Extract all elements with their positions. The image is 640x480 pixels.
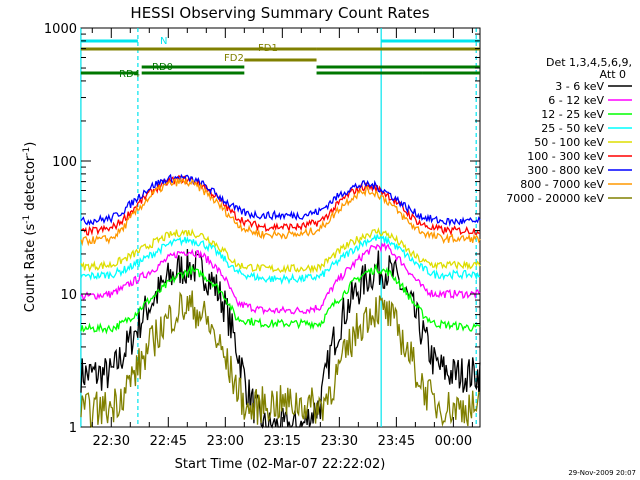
x-tick-label-2: 23:00 xyxy=(207,434,244,449)
x-tick-label-4: 23:30 xyxy=(321,434,358,449)
x-axis: 22:30 22:45 23:00 23:15 23:30 23:45 00:00 xyxy=(91,28,473,449)
series-group xyxy=(80,173,481,429)
generation-timestamp: 29-Nov-2009 20:07 xyxy=(568,469,636,477)
x-tick-label-0: 22:30 xyxy=(93,434,130,449)
y-tick-label-0: 1 xyxy=(69,421,77,436)
legend-label-3: 25 - 50 keV xyxy=(541,122,604,135)
legend-label-7: 800 - 7000 keV xyxy=(520,178,604,191)
legend-label-2: 12 - 25 keV xyxy=(541,108,604,121)
legend-label-0: 3 - 6 keV xyxy=(555,80,604,93)
y-label-mid: detector xyxy=(23,155,38,215)
series-line-6 xyxy=(80,173,481,227)
y-label-main: Count Rate (s xyxy=(23,224,38,313)
y-tick-label-1: 10 xyxy=(60,288,77,303)
y-axis: 1 10 100 1000 xyxy=(44,22,480,436)
y-tick-label-2: 100 xyxy=(52,155,77,170)
flag-fd2-label: FD2 xyxy=(224,53,244,64)
series-line-4 xyxy=(80,226,481,274)
legend-header-line2: Att 0 xyxy=(600,68,626,81)
y-label-sup1: -1 xyxy=(22,215,32,224)
y-label-sup2: -1 xyxy=(22,147,32,156)
legend-label-4: 50 - 100 keV xyxy=(534,136,604,149)
flag-fd1-label: FD1 xyxy=(258,43,278,54)
legend-header-line1: Det 1,3,4,5,6,9, xyxy=(546,56,632,69)
series-line-8 xyxy=(80,290,481,428)
series-line-5 xyxy=(80,174,481,237)
x-tick-label-5: 23:45 xyxy=(378,434,415,449)
series-line-0 xyxy=(80,248,481,429)
flag-rd4-label: RD4 xyxy=(119,69,140,80)
flag-rd0-label: RD0 xyxy=(152,62,173,73)
x-axis-label: Start Time (02-Mar-07 22:22:02) xyxy=(175,457,386,472)
y-tick-label-3: 1000 xyxy=(44,22,77,37)
legend-label-1: 6 - 12 keV xyxy=(548,94,604,107)
series-line-7 xyxy=(80,176,481,247)
flag-bars: N FD1 FD2 RD0 RD4 xyxy=(80,36,480,80)
y-label-end: ) xyxy=(23,142,38,147)
x-tick-label-3: 23:15 xyxy=(264,434,301,449)
chart-title: HESSI Observing Summary Count Rates xyxy=(130,4,429,22)
series-line-1 xyxy=(80,241,481,316)
legend-label-8: 7000 - 20000 keV xyxy=(506,192,604,205)
y-axis-label: Count Rate (s-1 detector-1) xyxy=(22,142,38,313)
flag-n-label: N xyxy=(160,36,167,47)
series-line-2 xyxy=(80,263,481,335)
x-tick-label-6: 00:00 xyxy=(435,434,472,449)
x-tick-label-1: 22:45 xyxy=(150,434,187,449)
series-line-3 xyxy=(80,233,481,285)
legend-label-5: 100 - 300 keV xyxy=(527,150,604,163)
legend-label-6: 300 - 800 keV xyxy=(527,164,604,177)
